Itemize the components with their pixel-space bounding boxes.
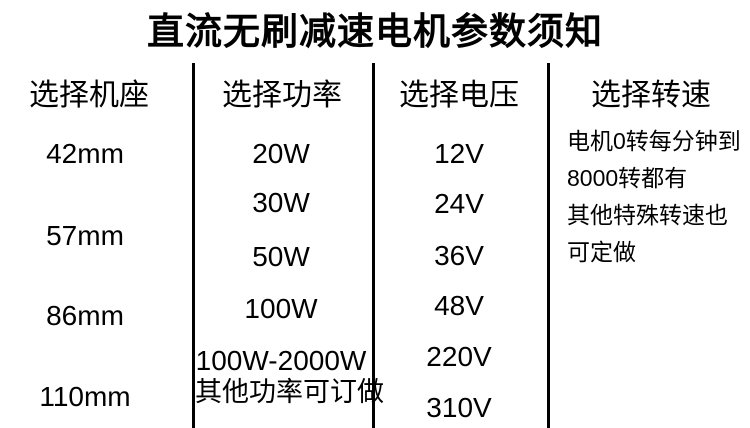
page-title: 直流无刷减速电机参数须知 [147,11,603,52]
frame-size-option: 86mm [46,300,124,331]
frame-size-option: 57mm [46,220,124,251]
column-divider-3 [547,63,550,428]
frame-size-option: 42mm [46,138,124,169]
column-divider-2 [372,63,375,428]
column-header-speed: 选择转速 [591,79,711,112]
column-header-frame-size: 选择机座 [29,79,149,112]
voltage-option: 36V [434,240,484,271]
column-divider-1 [192,63,195,428]
column-header-voltage: 选择电压 [399,79,519,112]
voltage-option: 310V [426,392,492,423]
speed-note-line: 可定做 [567,239,636,265]
power-option: 30W [252,187,310,218]
speed-note-line: 电机0转每分钟到 [567,128,741,154]
speed-note: 电机0转每分钟到 8000转都有 其他特殊转速也 可定做 [567,123,750,271]
power-option: 20W [252,138,310,169]
column-header-power: 选择功率 [222,79,342,112]
power-option: 50W [252,241,310,272]
speed-note-line: 其他特殊转速也 [567,202,728,228]
voltage-option: 24V [434,188,484,219]
voltage-option: 12V [434,138,484,169]
voltage-option: 48V [434,290,484,321]
speed-note-line: 8000转都有 [567,165,688,191]
power-option: 100W [244,293,318,324]
power-option: 100W-2000W [195,345,367,376]
voltage-option: 220V [426,341,492,372]
frame-size-option: 110mm [39,381,131,412]
power-custom-note: 其他功率可订做 [195,377,384,407]
